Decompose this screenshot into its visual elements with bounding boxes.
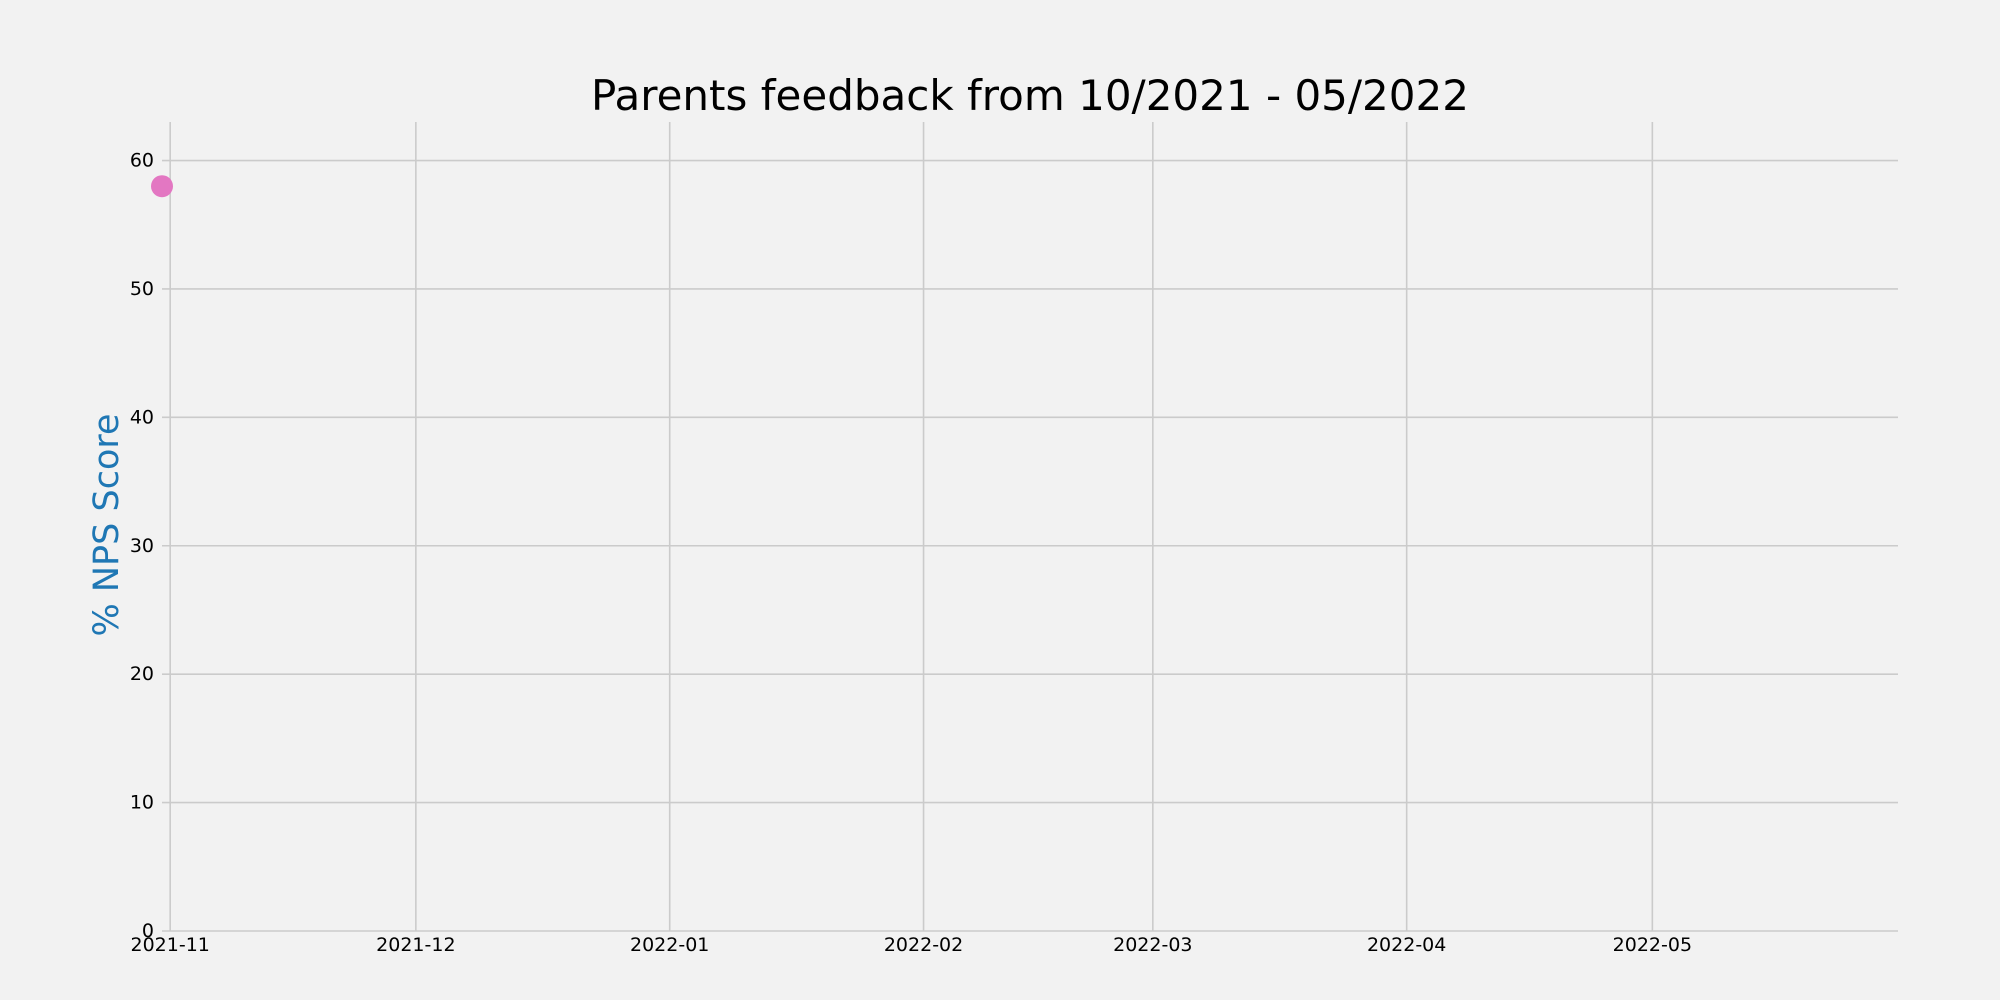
data-point [151,175,173,198]
axis-tick-labels: 0 10 20 30 40 50 60 2021-11 2021-12 2022-01 2022-0… [130,150,1692,956]
x-tick-label: 2021-11 [130,934,209,956]
y-tick-label: 30 [130,535,154,557]
x-tick-label: 2022-03 [1113,934,1192,956]
data-points [151,175,173,198]
y-tick-label: 50 [130,278,154,300]
chart-title: Parents feedback from 10/2021 - 05/2022 [591,71,1469,120]
y-tick-label: 10 [130,792,154,814]
x-tick-label: 2021-12 [376,934,455,956]
y-tick-label: 20 [130,663,154,685]
y-tick-label: 0 [142,920,154,942]
x-tick-label: 2022-04 [1367,934,1446,956]
y-tick-label: 60 [130,150,154,172]
x-tick-label: 2022-05 [1613,934,1692,956]
x-tick-label: 2022-01 [630,934,709,956]
grid-lines [162,122,1898,932]
y-tick-label: 40 [130,406,154,428]
x-tick-label: 2022-02 [884,934,963,956]
y-axis-label: % NPS Score [87,413,127,636]
